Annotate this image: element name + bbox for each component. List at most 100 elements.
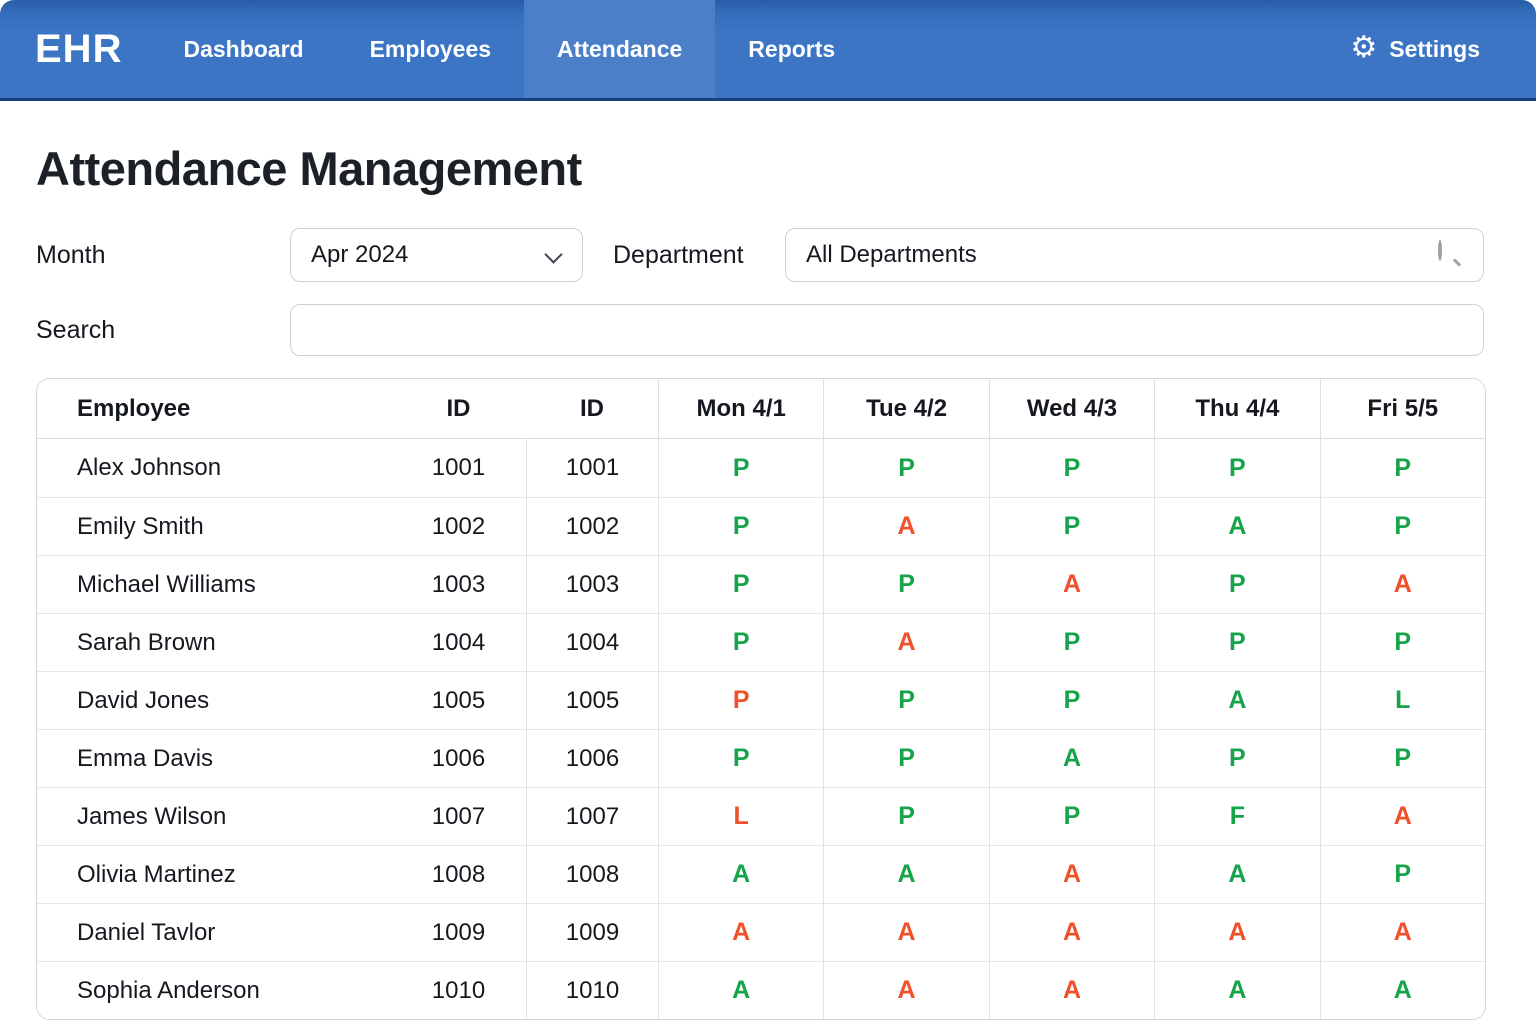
employee-name-cell: Sophia Anderson (37, 961, 391, 1019)
attendance-cell[interactable]: P (989, 671, 1154, 729)
settings-button[interactable]: ⚙︎ Settings (1350, 34, 1480, 64)
attendance-cell[interactable]: A (1154, 497, 1319, 555)
employee-name-cell: Daniel Tavlor (37, 903, 391, 961)
attendance-cell[interactable]: A (823, 613, 988, 671)
attendance-cell[interactable]: A (658, 961, 823, 1019)
department-input[interactable] (785, 228, 1484, 282)
table-row: Emma Davis10061006PPAPP (37, 729, 1485, 787)
employee-id2-cell: 1007 (526, 787, 658, 845)
attendance-cell[interactable]: P (823, 787, 988, 845)
employee-name-cell: James Wilson (37, 787, 391, 845)
attendance-cell[interactable]: P (1320, 497, 1485, 555)
attendance-cell[interactable]: P (989, 787, 1154, 845)
attendance-cell[interactable]: P (823, 555, 988, 613)
employee-name-cell: Olivia Martinez (37, 845, 391, 903)
attendance-cell[interactable]: P (1154, 555, 1319, 613)
attendance-cell[interactable]: A (823, 497, 988, 555)
attendance-cell[interactable]: P (658, 555, 823, 613)
attendance-cell[interactable]: P (989, 497, 1154, 555)
nav-item-employees[interactable]: Employees (337, 0, 524, 98)
month-select[interactable]: Apr 2024 (290, 228, 583, 282)
nav-item-dashboard[interactable]: Dashboard (150, 0, 336, 98)
attendance-cell[interactable]: A (658, 903, 823, 961)
attendance-cell[interactable]: P (1154, 729, 1319, 787)
column-header: Mon 4/1 (658, 379, 823, 439)
attendance-cell[interactable]: P (989, 613, 1154, 671)
attendance-cell[interactable]: P (1320, 845, 1485, 903)
attendance-cell[interactable]: P (823, 671, 988, 729)
attendance-cell[interactable]: A (658, 845, 823, 903)
employee-name-cell: Emily Smith (37, 497, 391, 555)
attendance-cell[interactable]: P (989, 439, 1154, 497)
attendance-cell[interactable]: A (1154, 961, 1319, 1019)
employee-id2-cell: 1009 (526, 903, 658, 961)
nav-item-attendance[interactable]: Attendance (524, 0, 715, 98)
attendance-cell[interactable]: P (823, 729, 988, 787)
table-row: Olivia Martinez10081008AAAAP (37, 845, 1485, 903)
filters-section: Month Apr 2024 Department Search (36, 228, 1484, 356)
top-navbar: EHR Dashboard Employees Attendance Repor… (0, 0, 1536, 101)
column-header: Wed 4/3 (989, 379, 1154, 439)
attendance-cell[interactable]: L (658, 787, 823, 845)
column-header: ID (391, 379, 526, 439)
attendance-cell[interactable]: A (1320, 961, 1485, 1019)
attendance-cell[interactable]: A (1320, 787, 1485, 845)
attendance-cell[interactable]: P (658, 497, 823, 555)
employee-name-cell: Emma Davis (37, 729, 391, 787)
column-header: Fri 5/5 (1320, 379, 1485, 439)
employee-id2-cell: 1010 (526, 961, 658, 1019)
attendance-cell[interactable]: A (989, 555, 1154, 613)
search-icon[interactable] (1438, 242, 1464, 268)
table-header-row: EmployeeIDIDMon 4/1Tue 4/2Wed 4/3Thu 4/4… (37, 379, 1485, 439)
attendance-cell[interactable]: P (1154, 439, 1319, 497)
employee-id-cell: 1010 (391, 961, 526, 1019)
employee-name-cell: Michael Williams (37, 555, 391, 613)
attendance-table: EmployeeIDIDMon 4/1Tue 4/2Wed 4/3Thu 4/4… (36, 378, 1486, 1020)
employee-name-cell: Alex Johnson (37, 439, 391, 497)
attendance-cell[interactable]: A (823, 961, 988, 1019)
attendance-cell[interactable]: P (658, 729, 823, 787)
column-header: Tue 4/2 (823, 379, 988, 439)
attendance-cell[interactable]: A (1320, 903, 1485, 961)
attendance-cell[interactable]: P (1154, 613, 1319, 671)
employee-id2-cell: 1001 (526, 439, 658, 497)
attendance-cell[interactable]: P (658, 439, 823, 497)
column-header: Employee (37, 379, 391, 439)
attendance-cell[interactable]: A (823, 845, 988, 903)
attendance-cell[interactable]: P (658, 671, 823, 729)
attendance-cell[interactable]: P (658, 613, 823, 671)
attendance-cell[interactable]: A (989, 903, 1154, 961)
employee-id-cell: 1003 (391, 555, 526, 613)
table-row: Michael Williams10031003PPAPA (37, 555, 1485, 613)
employee-id2-cell: 1006 (526, 729, 658, 787)
column-header: Thu 4/4 (1154, 379, 1319, 439)
table-row: Alex Johnson10011001PPPPP (37, 439, 1485, 497)
attendance-cell[interactable]: P (1320, 729, 1485, 787)
attendance-cell[interactable]: A (1154, 845, 1319, 903)
nav-item-reports[interactable]: Reports (715, 0, 868, 98)
employee-id-cell: 1008 (391, 845, 526, 903)
search-field-wrap (290, 304, 1484, 356)
attendance-cell[interactable]: A (989, 845, 1154, 903)
attendance-table-wrap: EmployeeIDIDMon 4/1Tue 4/2Wed 4/3Thu 4/4… (36, 378, 1484, 1020)
attendance-cell[interactable]: A (1154, 903, 1319, 961)
search-input[interactable] (290, 304, 1484, 356)
attendance-cell[interactable]: P (823, 439, 988, 497)
table-row: David Jones10051005PPPAL (37, 671, 1485, 729)
attendance-cell[interactable]: A (1320, 555, 1485, 613)
employee-name-cell: Sarah Brown (37, 613, 391, 671)
attendance-cell[interactable]: A (1154, 671, 1319, 729)
app-logo[interactable]: EHR (35, 27, 122, 72)
employee-id2-cell: 1005 (526, 671, 658, 729)
attendance-cell[interactable]: F (1154, 787, 1319, 845)
table-body: Alex Johnson10011001PPPPPEmily Smith1002… (37, 439, 1485, 1019)
attendance-cell[interactable]: A (989, 961, 1154, 1019)
attendance-cell[interactable]: P (1320, 613, 1485, 671)
chevron-down-icon (544, 245, 562, 263)
attendance-cell[interactable]: P (1320, 439, 1485, 497)
attendance-cell[interactable]: A (823, 903, 988, 961)
attendance-cell[interactable]: L (1320, 671, 1485, 729)
table-row: Sarah Brown10041004PAPPP (37, 613, 1485, 671)
month-label: Month (36, 241, 290, 270)
attendance-cell[interactable]: A (989, 729, 1154, 787)
